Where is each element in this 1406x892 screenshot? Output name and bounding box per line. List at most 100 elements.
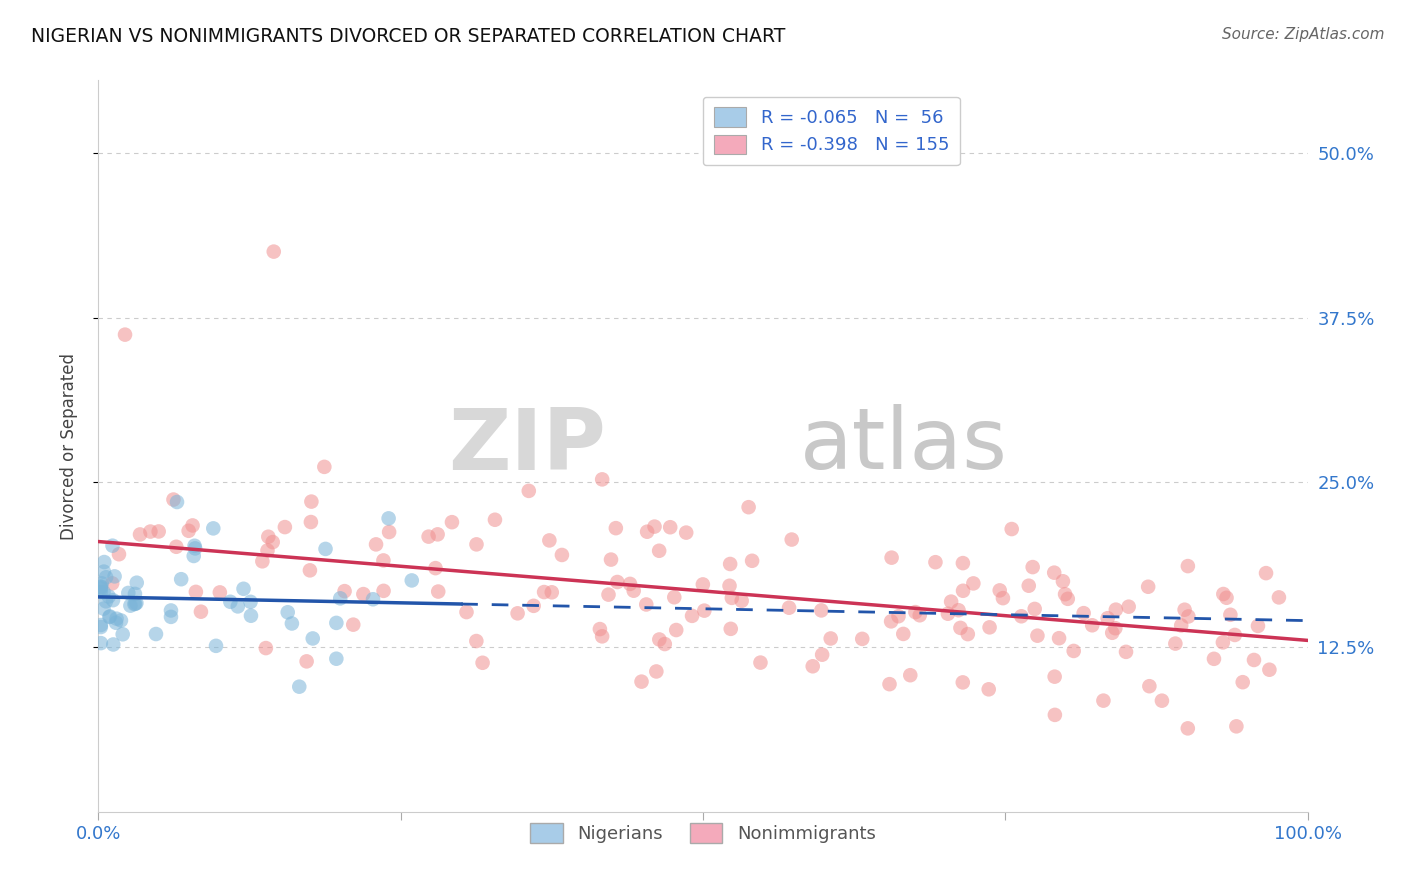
Point (664, 591, 686, 605)
Point (1268, 591, 1291, 605)
Point (202, 521, 225, 535)
Point (1137, 580, 1160, 594)
Point (605, 521, 627, 535)
Point (948, 603, 970, 617)
Point (1097, 611, 1119, 625)
Point (718, 579, 741, 593)
Point (170, 572, 193, 586)
Point (166, 495, 188, 509)
Point (1104, 621, 1126, 635)
Point (93, 565, 115, 579)
Point (373, 583, 395, 598)
Point (718, 557, 741, 571)
Point (117, 586, 139, 600)
Point (880, 550, 903, 565)
Point (465, 634, 488, 648)
Point (325, 651, 347, 665)
Point (977, 682, 1000, 697)
Point (1024, 602, 1046, 616)
Point (737, 500, 759, 515)
Point (820, 632, 842, 646)
Point (104, 569, 127, 583)
Point (226, 599, 249, 614)
Point (1247, 619, 1270, 633)
Point (879, 677, 901, 691)
Point (257, 530, 280, 544)
Point (1043, 566, 1066, 580)
Point (1105, 602, 1128, 616)
Point (124, 597, 146, 611)
Point (936, 607, 959, 621)
Point (427, 584, 450, 599)
Point (908, 608, 931, 623)
Point (108, 547, 131, 561)
Point (533, 585, 555, 599)
Point (1043, 670, 1066, 684)
Point (952, 583, 974, 598)
Point (361, 592, 384, 607)
Point (90, 580, 112, 594)
Point (1054, 587, 1077, 601)
Point (778, 600, 800, 615)
Point (1021, 560, 1043, 574)
Point (377, 511, 399, 525)
Point (988, 583, 1011, 598)
Point (741, 554, 763, 568)
Point (1001, 522, 1024, 536)
Point (114, 327, 136, 342)
Point (90, 585, 112, 599)
Point (288, 680, 311, 694)
Point (325, 615, 347, 630)
Point (591, 472, 613, 486)
Point (523, 599, 546, 613)
Point (298, 563, 321, 577)
Point (1215, 591, 1237, 605)
Point (949, 621, 972, 635)
Point (252, 554, 274, 568)
Point (1081, 618, 1104, 632)
Point (301, 632, 323, 646)
Point (97, 590, 120, 604)
Point (1043, 707, 1066, 722)
Point (654, 637, 676, 651)
Point (425, 561, 447, 575)
Point (1101, 625, 1123, 640)
Point (1225, 719, 1247, 733)
Point (274, 520, 297, 534)
Point (979, 620, 1001, 634)
Point (1212, 635, 1234, 649)
Text: atlas: atlas (800, 404, 1008, 488)
Point (665, 623, 688, 637)
Point (904, 605, 927, 619)
Point (124, 587, 146, 601)
Point (540, 585, 562, 599)
Point (924, 555, 946, 569)
Point (898, 668, 921, 682)
Point (693, 604, 716, 618)
Point (90, 576, 112, 591)
Point (1052, 574, 1074, 589)
Point (262, 535, 284, 549)
Point (90, 618, 112, 632)
Point (105, 612, 128, 626)
Point (1243, 653, 1265, 667)
Point (315, 541, 337, 556)
Point (120, 599, 142, 613)
Point (277, 605, 299, 619)
Point (1010, 609, 1032, 624)
Point (90, 620, 112, 634)
Point (991, 591, 1014, 606)
Point (426, 527, 449, 541)
Point (1177, 722, 1199, 736)
Point (1073, 606, 1095, 620)
Point (256, 543, 278, 558)
Point (160, 610, 183, 624)
Point (239, 595, 262, 609)
Point (952, 556, 974, 570)
Point (644, 519, 666, 533)
Point (880, 615, 903, 629)
Point (125, 596, 148, 610)
Point (93, 555, 115, 569)
Point (851, 632, 873, 646)
Point (401, 574, 423, 588)
